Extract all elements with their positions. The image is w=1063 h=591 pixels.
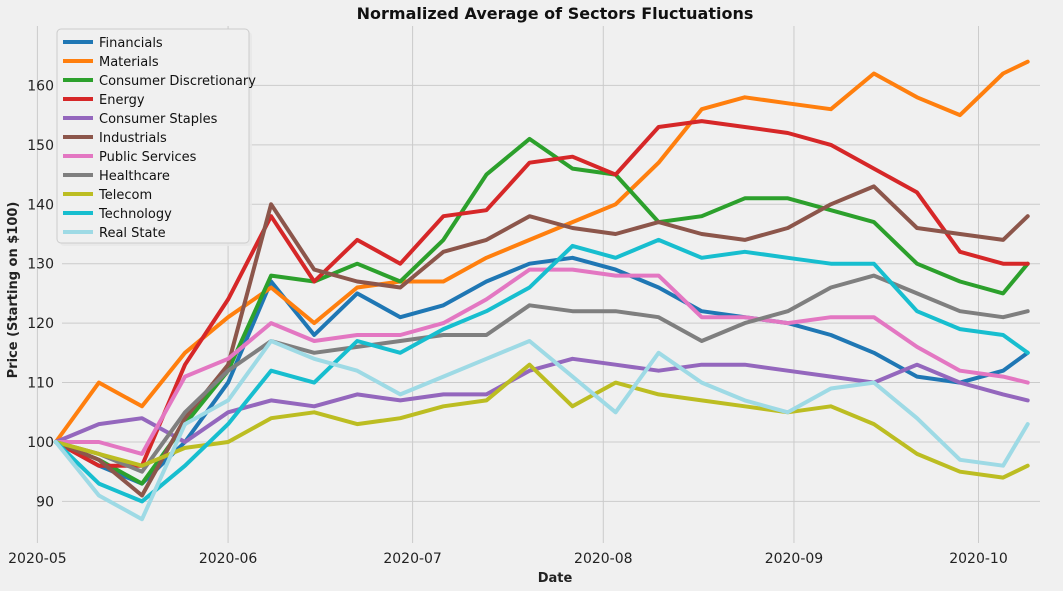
legend-entry: Technology	[98, 207, 172, 222]
legend-entry: Industrials	[99, 131, 167, 146]
series-line-technology	[53, 237, 1030, 504]
y-tick-label: 90	[36, 494, 54, 510]
y-tick-label: 120	[27, 316, 54, 332]
y-tick-label: 160	[27, 78, 54, 94]
chart-title: Normalized Average of Sectors Fluctuatio…	[357, 4, 754, 23]
x-tick-label: 2020-08	[574, 551, 633, 567]
y-tick-labels: 90 100 110 120 130 140 150 160	[27, 78, 54, 510]
x-tick-label: 2020-09	[765, 551, 824, 567]
y-axis-label: Price (Starting on $100)	[6, 202, 21, 379]
legend-entry: Financials	[99, 36, 163, 51]
series-line-industrials	[53, 184, 1030, 498]
series-line-energy	[53, 119, 1030, 468]
series-line-healthcare	[53, 273, 1030, 474]
y-tick-label: 110	[27, 376, 54, 392]
legend-entry: Healthcare	[99, 169, 170, 184]
legend-entry: Energy	[99, 93, 145, 108]
legend-box	[56, 28, 250, 244]
y-tick-label: 130	[27, 257, 54, 273]
legend-entry: Real State	[99, 226, 166, 241]
y-tick-label: 100	[27, 435, 54, 451]
series-line-real-state	[53, 339, 1030, 522]
series-layer	[53, 59, 1030, 522]
x-tick-label: 2020-05	[8, 551, 67, 567]
y-tick-label: 140	[27, 197, 54, 213]
x-tick-label: 2020-06	[199, 551, 258, 567]
series-line-materials	[53, 59, 1030, 444]
series-line-public-services	[53, 267, 1030, 456]
x-tick-label: 2020-07	[383, 551, 442, 567]
x-axis-label: Date	[538, 571, 573, 586]
y-tick-label: 150	[27, 138, 54, 154]
series-line-consumer-staples	[53, 356, 1030, 444]
x-tick-labels: 2020-05 2020-06 2020-07 2020-08 2020-09 2020-…	[8, 551, 1008, 567]
x-tick-label: 2020-10	[949, 551, 1008, 567]
legend-entry: Consumer Staples	[99, 112, 218, 127]
legend-entry: Materials	[99, 55, 159, 70]
legend-entry: Consumer Discretionary	[99, 74, 256, 89]
series-line-financials	[53, 255, 1030, 486]
legend: Financials Materials Consumer Discretionar…	[56, 28, 256, 246]
legend-entry: Public Services	[99, 150, 197, 165]
legend-entry: Telecom	[98, 188, 152, 203]
series-line-telecom	[53, 362, 1030, 480]
